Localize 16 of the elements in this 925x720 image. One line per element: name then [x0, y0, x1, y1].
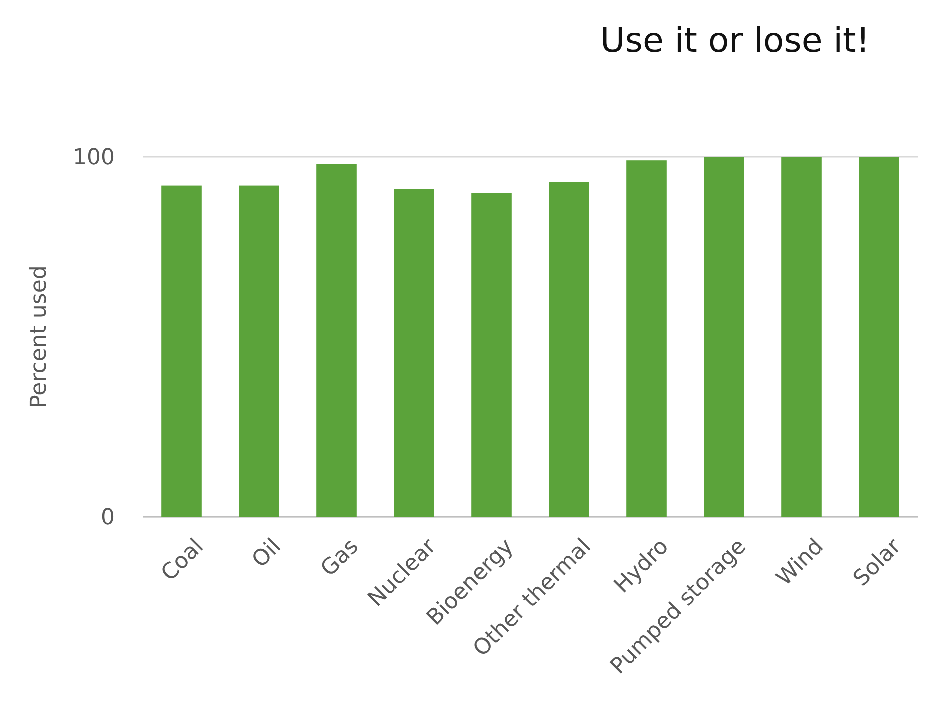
y-tick-label: 100	[73, 146, 115, 171]
bar	[239, 186, 280, 517]
bar	[549, 182, 590, 517]
bar	[316, 164, 357, 517]
y-axis-title: Percent used	[27, 266, 52, 408]
x-tick-label: Gas	[316, 534, 364, 582]
bar	[859, 157, 900, 517]
x-tick-label: Oil	[248, 534, 286, 574]
bar	[394, 189, 434, 517]
bar	[472, 193, 512, 517]
bar	[626, 160, 667, 517]
chart-title: Use it or lose it!	[600, 21, 870, 61]
y-tick-label: 0	[101, 506, 115, 531]
bar	[704, 157, 744, 517]
bar	[162, 186, 202, 517]
bar	[782, 157, 822, 517]
